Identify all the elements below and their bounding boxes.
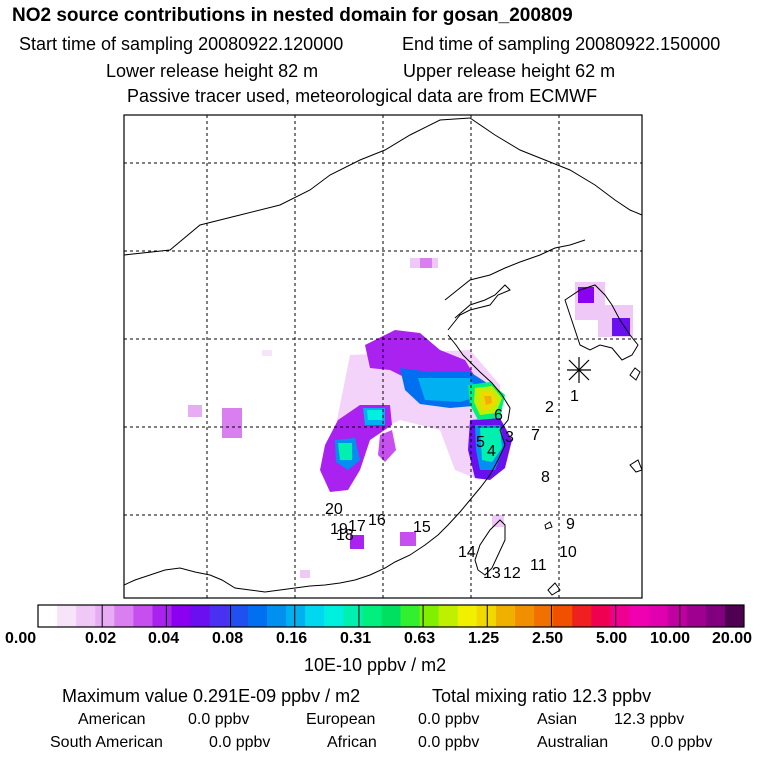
end-time-text: End time of sampling 20080922.150000 bbox=[402, 34, 721, 54]
south-american-label: South American bbox=[50, 734, 163, 751]
colorbar-swatch bbox=[171, 605, 192, 627]
region-label-15: 15 bbox=[413, 519, 431, 536]
colorbar-swatch bbox=[438, 605, 459, 627]
colorbar-swatch bbox=[247, 605, 268, 627]
colorbar-swatch bbox=[591, 605, 611, 627]
colorbar-swatch bbox=[362, 605, 382, 627]
region-label-3: 3 bbox=[505, 429, 514, 446]
colorbar-swatch bbox=[686, 605, 707, 627]
lower-release-height-text: Lower release height 82 m bbox=[106, 61, 319, 81]
colorbar-tick-11: 20.00 bbox=[712, 630, 753, 647]
colorbar-tick-6: 0.63 bbox=[404, 630, 436, 647]
region-label-14: 14 bbox=[458, 544, 476, 561]
colorbar-units: 10E-10 ppbv / m2 bbox=[304, 655, 447, 675]
colorbar-swatch bbox=[76, 605, 96, 627]
region-label-1: 1 bbox=[570, 388, 579, 405]
australian-value: 0.0 ppbv bbox=[651, 734, 713, 751]
region-label-2: 2 bbox=[545, 399, 554, 416]
asian-label: Asian bbox=[537, 711, 578, 728]
region-label-17: 17 bbox=[348, 518, 366, 535]
colorbar-tick-8: 2.50 bbox=[532, 630, 564, 647]
region-label-19: 19 bbox=[330, 521, 348, 538]
colorbar-swatch bbox=[648, 605, 669, 627]
colorbar-tick-10: 10.00 bbox=[650, 630, 691, 647]
region-labels: 1 2 3 4 5 6 7 8 9 10 11 12 13 14 15 16 1… bbox=[325, 388, 579, 582]
start-time-text: Start time of sampling 20080922.120000 bbox=[19, 34, 344, 54]
colorbar-tick-1: 0.02 bbox=[85, 630, 117, 647]
colorbar-swatch bbox=[190, 605, 211, 627]
american-value: 0.0 ppbv bbox=[188, 711, 250, 728]
lat-lon-grid bbox=[124, 115, 642, 598]
region-label-5: 5 bbox=[476, 434, 485, 451]
region-label-13: 13 bbox=[483, 565, 501, 582]
colorbar-tick-5: 0.31 bbox=[340, 630, 372, 647]
max-value-text: Maximum value 0.291E-09 ppbv / m2 bbox=[62, 686, 361, 706]
colorbar-swatch bbox=[324, 605, 344, 627]
concentration-field bbox=[188, 258, 633, 578]
colorbar-tick-0: 0.00 bbox=[5, 630, 37, 647]
colorbar-tick-3: 0.08 bbox=[212, 630, 244, 647]
coastline-lines bbox=[124, 117, 642, 596]
region-label-7: 7 bbox=[531, 427, 540, 444]
tracer-note-text: Passive tracer used, meteorological data… bbox=[127, 86, 598, 106]
european-label: European bbox=[306, 711, 376, 728]
colorbar-swatch bbox=[705, 605, 726, 627]
colorbar-swatch bbox=[286, 605, 306, 627]
colorbar-swatch bbox=[381, 605, 402, 627]
colorbar-swatch bbox=[266, 605, 287, 627]
colorbar-swatch bbox=[152, 605, 173, 627]
colorbar-swatch bbox=[553, 605, 573, 627]
map-frame bbox=[123, 114, 643, 599]
african-value: 0.0 ppbv bbox=[418, 734, 480, 751]
european-value: 0.0 ppbv bbox=[418, 711, 480, 728]
colorbar-swatch bbox=[667, 605, 688, 627]
colorbar-swatch bbox=[114, 605, 134, 627]
colorbar-swatch bbox=[209, 605, 230, 627]
colorbar-swatch bbox=[228, 605, 249, 627]
region-label-18: 18 bbox=[336, 527, 354, 544]
australian-label: Australian bbox=[537, 734, 609, 751]
colorbar-swatch bbox=[457, 605, 478, 627]
colorbar-swatch bbox=[419, 605, 440, 627]
south-american-value: 0.0 ppbv bbox=[209, 734, 271, 751]
colorbar-swatch bbox=[305, 605, 325, 627]
colorbar-swatch bbox=[343, 605, 363, 627]
colorbar-tick-7: 1.25 bbox=[468, 630, 500, 647]
total-mixing-ratio-text: Total mixing ratio 12.3 ppbv bbox=[432, 686, 652, 706]
region-label-16: 16 bbox=[368, 512, 386, 529]
colorbar-ticks bbox=[37, 605, 745, 627]
colorbar-tick-9: 5.00 bbox=[596, 630, 628, 647]
colorbar-swatch bbox=[95, 605, 115, 627]
colorbar-swatch bbox=[629, 605, 650, 627]
region-label-12: 12 bbox=[503, 565, 521, 582]
colorbar-swatch bbox=[133, 605, 153, 627]
colorbar-swatch bbox=[400, 605, 421, 627]
region-label-4: 4 bbox=[487, 443, 496, 460]
colorbar-tick-4: 0.16 bbox=[276, 630, 308, 647]
african-label: African bbox=[327, 734, 377, 751]
region-label-6: 6 bbox=[494, 407, 503, 424]
american-label: American bbox=[78, 711, 146, 728]
colorbar-swatch bbox=[724, 605, 745, 627]
colorbar-swatch bbox=[572, 605, 592, 627]
asian-value: 12.3 ppbv bbox=[614, 711, 685, 728]
upper-release-height-text: Upper release height 62 m bbox=[403, 61, 616, 81]
colorbar-swatch bbox=[476, 605, 497, 627]
region-label-11: 11 bbox=[530, 557, 547, 574]
plot-title: NO2 source contributions in nested domai… bbox=[12, 5, 573, 26]
colorbar-swatch bbox=[610, 605, 631, 627]
colorbar-tick-2: 0.04 bbox=[148, 630, 180, 647]
colorbar bbox=[38, 605, 745, 627]
region-label-20: 20 bbox=[325, 501, 343, 518]
colorbar-swatch bbox=[495, 605, 516, 627]
region-label-8: 8 bbox=[541, 469, 550, 486]
colorbar-swatch bbox=[534, 605, 554, 627]
colorbar-swatch bbox=[57, 605, 77, 627]
region-label-10: 10 bbox=[559, 544, 577, 561]
colorbar-swatch bbox=[38, 605, 58, 627]
region-label-9: 9 bbox=[566, 516, 575, 533]
colorbar-swatch bbox=[515, 605, 535, 627]
receptor-marker-icon bbox=[567, 357, 591, 383]
